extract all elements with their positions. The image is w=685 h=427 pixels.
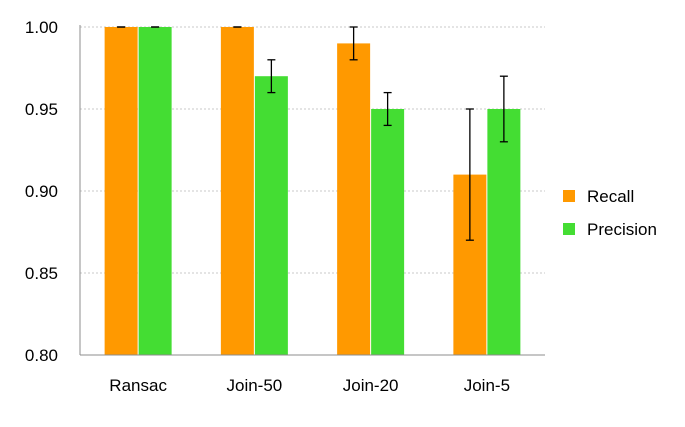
bar-precision-join-20 bbox=[371, 109, 405, 355]
x-category-label: Join-5 bbox=[464, 376, 510, 395]
x-category-label: Join-20 bbox=[343, 376, 399, 395]
y-tick-label: 1.00 bbox=[25, 18, 58, 37]
legend-swatch-precision bbox=[563, 223, 575, 235]
legend-label-recall: Recall bbox=[587, 187, 634, 206]
bar-precision-join-5 bbox=[487, 109, 521, 355]
bar-recall-join-20 bbox=[337, 43, 371, 356]
y-tick-label: 0.95 bbox=[25, 100, 58, 119]
y-tick-label: 0.90 bbox=[25, 182, 58, 201]
legend-label-precision: Precision bbox=[587, 220, 657, 239]
x-category-label: Ransac bbox=[109, 376, 167, 395]
bar-recall-join-50 bbox=[220, 27, 254, 355]
y-tick-label: 0.80 bbox=[25, 346, 58, 365]
legend-swatch-recall bbox=[563, 190, 575, 202]
bar-precision-join-50 bbox=[254, 76, 288, 355]
y-tick-label: 0.85 bbox=[25, 264, 58, 283]
bars bbox=[104, 27, 521, 356]
bar-recall-ransac bbox=[104, 27, 138, 355]
x-category-labels: Ransac Join-50 Join-20 Join-5 bbox=[109, 376, 510, 395]
error-bars bbox=[117, 26, 508, 241]
x-category-label: Join-50 bbox=[226, 376, 282, 395]
y-tick-labels: 0.80 0.85 0.90 0.95 1.00 bbox=[25, 18, 58, 365]
legend: Recall Precision bbox=[563, 187, 657, 239]
bar-precision-ransac bbox=[138, 27, 172, 355]
